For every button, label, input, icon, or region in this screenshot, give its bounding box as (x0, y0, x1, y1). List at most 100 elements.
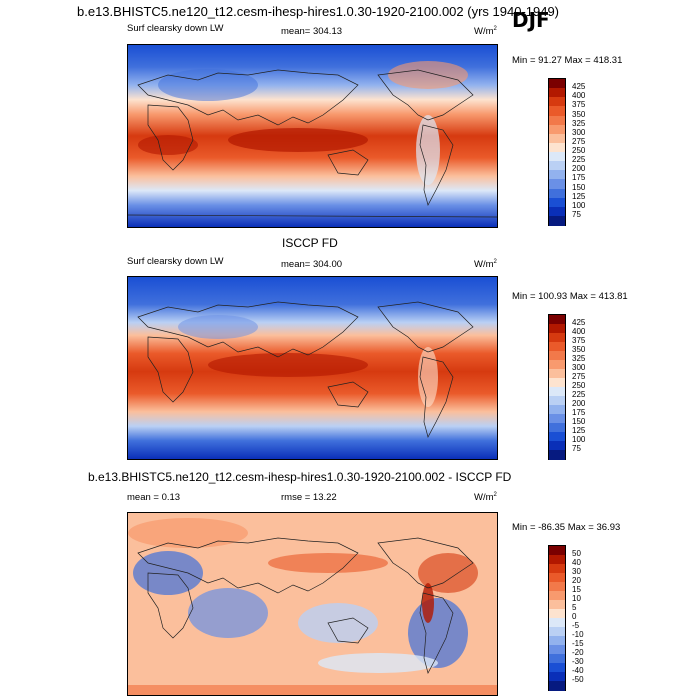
panel2-colorbar-segment (549, 387, 565, 397)
panel2-colorbar-tick-label: 125 (572, 426, 586, 435)
panel1-minmax-label: Min = 91.27 Max = 418.31 (512, 55, 623, 66)
panel3-colorbar-tick-label: -30 (572, 657, 584, 666)
panel1-colorbar-tick-label: 75 (572, 209, 581, 219)
panel1-colorbar-tick-label: 200 (572, 164, 586, 174)
panel2-colorbar-segment (549, 432, 565, 442)
panel2-colorbar-tick-label: 250 (572, 381, 586, 390)
panel2-minmax-label: Min = 100.93 Max = 413.81 (512, 291, 628, 302)
panel3-rmse-label: rmse = 13.22 (281, 492, 337, 503)
panel2-colorbar-tick-label: 175 (572, 408, 586, 417)
panel1-colorbar-segment (549, 115, 565, 126)
panel1-colorbar (548, 78, 566, 226)
panel1-colorbar-segment (549, 215, 565, 226)
panel3-colorbar-segment (549, 546, 565, 556)
panel3-colorbar-segment (549, 564, 565, 574)
panel2-colorbar-segment (549, 360, 565, 370)
main-title: b.e13.BHISTC5.ne120_t12.cesm-ihesp-hires… (77, 4, 560, 19)
panel1-colorbar-segment (549, 88, 565, 98)
panel3-colorbar-segment (549, 591, 565, 601)
panel2-colorbar-segment (549, 450, 565, 460)
panel1-colorbar-segment (549, 142, 565, 153)
panel1-colorbar-tick-label: 250 (572, 146, 586, 155)
panel3-colorbar-segment (549, 600, 565, 610)
panel3-title: b.e13.BHISTC5.ne120_t12.cesm-ihesp-hires… (88, 470, 512, 484)
panel3-colorbar-tick-label: 20 (572, 576, 581, 585)
panel1-colorbar-segment (549, 79, 565, 89)
panel3-colorbar (548, 545, 566, 691)
panel1-colorbar-segment (549, 179, 565, 189)
panel2-colorbar-tick-label: 425 (572, 318, 586, 327)
panel3-colorbar-tick-label: -20 (572, 648, 584, 657)
panel1-map (127, 44, 498, 228)
panel3-colorbar-tick-label: 15 (572, 585, 581, 594)
panel2-colorbar-tick-label: 100 (572, 435, 586, 444)
panel3-mean-label: mean = 0.13 (127, 492, 181, 503)
panel3-colorbar-tick-label: 40 (572, 558, 581, 567)
panel2-colorbar (548, 314, 566, 460)
panel2-colorbar-tick-label: 225 (572, 390, 586, 399)
panel1-colorbar-segment (549, 197, 565, 208)
panel2-colorbar-segment (549, 315, 565, 325)
panel3-colorbar-segment (549, 618, 565, 628)
panel3-colorbar-segment (549, 582, 565, 592)
panel1-colorbar-tick-label: 100 (572, 200, 586, 210)
panel2-colorbar-segment (549, 342, 565, 352)
panel2-colorbar-segment (549, 333, 565, 343)
panel2-colorbar-tick-label: 400 (572, 327, 586, 336)
panel3-colorbar-segment (549, 555, 565, 565)
panel3-colorbar-tick-label: -50 (572, 675, 584, 684)
panel2-colorbar-tick-label: 75 (572, 444, 581, 453)
panel3-colorbar-tick-label: 10 (572, 594, 581, 603)
panel1-colorbar-tick-label: 175 (572, 173, 586, 183)
panel2-colorbar-segment (549, 369, 565, 379)
panel1-colorbar-tick-label: 400 (572, 91, 586, 101)
panel2-colorbar-segment (549, 423, 565, 433)
panel2-units-label: W/m2 (474, 259, 497, 271)
panel1-colorbar-tick-label: 275 (572, 136, 586, 146)
panel2-map (127, 276, 498, 460)
panel2-colorbar-segment (549, 324, 565, 334)
panel2-mean-label: mean= 304.00 (281, 259, 343, 270)
panel2-colorbar-segment (549, 405, 565, 415)
panel3-colorbar-tick-label: 5 (572, 603, 577, 612)
panel2-title: ISCCP FD (282, 236, 338, 250)
season-label: DJF (512, 8, 550, 32)
panel3-colorbar-tick-label: -5 (572, 621, 580, 630)
panel1-variable-label: Surf clearsky down LW (127, 23, 224, 34)
panel3-colorbar-segment (549, 672, 565, 682)
panel1-colorbar-segment (549, 188, 565, 199)
panel2-colorbar-segment (549, 441, 565, 451)
panel1-colorbar-segment (549, 97, 565, 107)
panel2-colorbar-tick-label: 200 (572, 399, 586, 408)
panel1-colorbar-tick-label: 425 (572, 82, 586, 92)
panel2-colorbar-segment (549, 396, 565, 406)
panel1-colorbar-segment (549, 133, 565, 144)
panel1-colorbar-segment (549, 170, 565, 180)
panel3-map-field (128, 513, 497, 695)
panel2-colorbar-tick-label: 350 (572, 345, 586, 354)
panel3-colorbar-tick-label: 0 (572, 612, 577, 621)
panel1-colorbar-segment (549, 106, 565, 116)
panel1-map-field (128, 45, 497, 227)
panel2-colorbar-tick-label: 325 (572, 354, 586, 363)
panel2-colorbar-tick-label: 375 (572, 336, 586, 345)
panel3-colorbar-segment (549, 681, 565, 691)
panel3-colorbar-segment (549, 573, 565, 583)
panel2-colorbar-segment (549, 378, 565, 388)
panel3-minmax-label: Min = -86.35 Max = 36.93 (512, 522, 621, 533)
panel1-colorbar-tick-label: 150 (572, 182, 586, 192)
panel1-colorbar-tick-label: 375 (572, 100, 586, 110)
panel3-colorbar-segment (549, 654, 565, 664)
panel3-colorbar-tick-label: -40 (572, 666, 584, 675)
panel3-colorbar-tick-label: -15 (572, 639, 584, 648)
panel3-colorbar-tick-label: 50 (572, 549, 581, 558)
panel3-units-label: W/m2 (474, 492, 497, 504)
panel2-colorbar-tick-label: 275 (572, 372, 586, 381)
panel3-colorbar-segment (549, 663, 565, 673)
panel3-colorbar-segment (549, 609, 565, 619)
panel1-colorbar-segment (549, 161, 565, 171)
panel3-map (127, 512, 498, 696)
panel2-variable-label: Surf clearsky down LW (127, 256, 224, 267)
panel2-colorbar-tick-label: 300 (572, 363, 586, 372)
panel1-colorbar-tick-label: 225 (572, 155, 586, 165)
